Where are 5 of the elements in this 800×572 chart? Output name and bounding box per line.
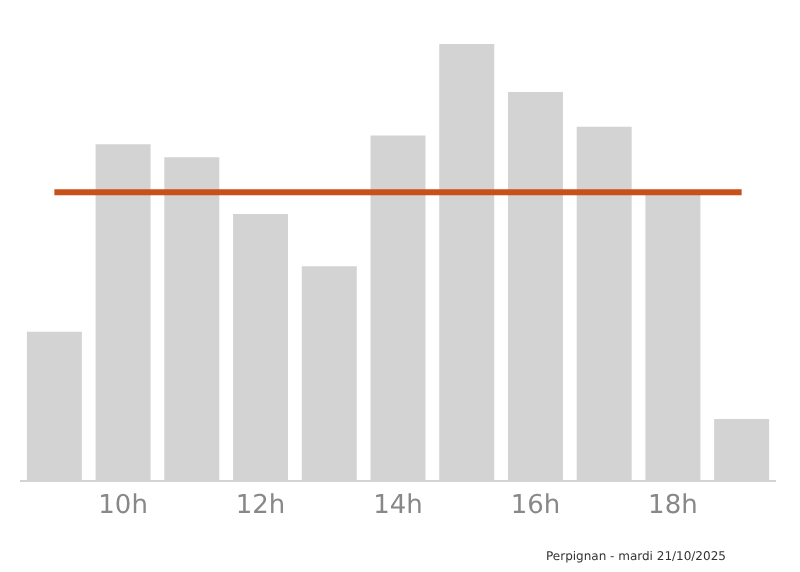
- x-tick-label: 14h: [373, 491, 423, 522]
- x-tick-label: 12h: [235, 491, 286, 522]
- x-tick-label: 18h: [648, 491, 698, 522]
- x-tick-label: 10h: [98, 491, 148, 522]
- x-tick-label: 16h: [510, 491, 561, 522]
